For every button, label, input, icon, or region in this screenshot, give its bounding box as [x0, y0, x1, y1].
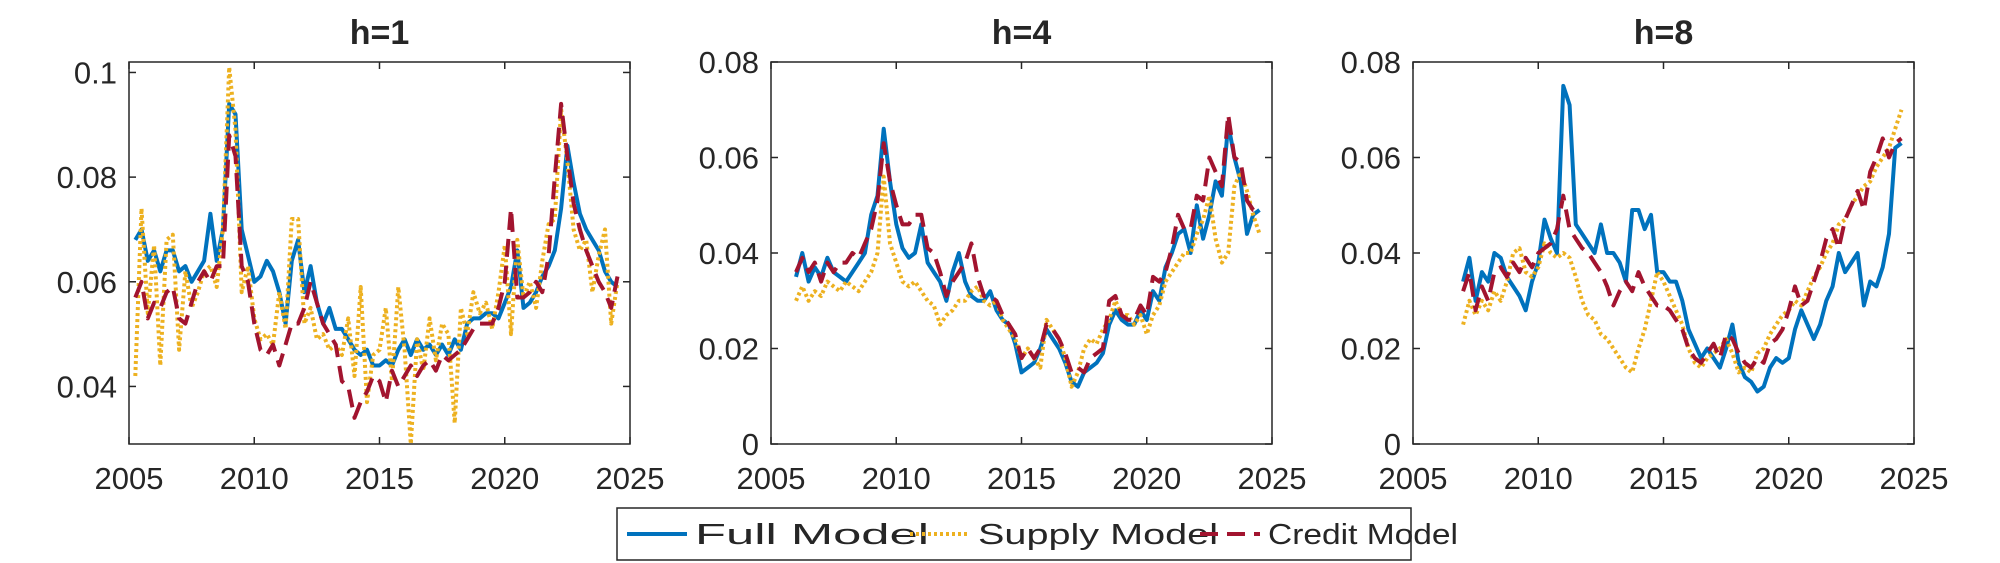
- y-tick-label: 0.06: [57, 265, 117, 300]
- legend: Full Model Supply Model Credit Model: [616, 507, 1458, 561]
- y-tick-label: 0.08: [57, 160, 117, 195]
- x-tick-label: 2010: [220, 461, 289, 496]
- series-line-credit-model: [133, 101, 620, 420]
- x-tick-label: 2025: [1238, 461, 1307, 496]
- x-tick-label: 2015: [345, 461, 414, 496]
- panel-1: h=1 2005 2010 2015 2020 2025 0.04 0.06 0.08 0.1: [57, 14, 665, 496]
- legend-label: Full Model: [695, 519, 929, 551]
- y-tick-label: 0.06: [1341, 141, 1401, 176]
- panel-2: h=4 2005 2010 2015 2020 2025 0 0.02 0.04 0.06 0.08: [699, 14, 1307, 496]
- y-tick-label: 0.04: [699, 236, 759, 271]
- series-line-supply-model: [794, 169, 1262, 389]
- y-tick-label: 0.06: [699, 141, 759, 176]
- x-tick-label: 2020: [470, 461, 539, 496]
- axes-box: [770, 61, 1273, 445]
- y-tick-label: 0.04: [57, 369, 117, 404]
- x-tick-label: 2015: [1629, 461, 1698, 496]
- y-tick-label: 0.02: [699, 332, 759, 367]
- x-tick-label: 2005: [95, 461, 164, 496]
- legend-label: Supply Model: [978, 519, 1218, 551]
- y-tick-label: 0.08: [699, 45, 759, 80]
- x-tick-label: 2025: [596, 461, 665, 496]
- y-tick-label: 0.02: [1341, 332, 1401, 367]
- x-tick-label: 2015: [987, 461, 1056, 496]
- legend-box: [616, 507, 1412, 561]
- series-line-credit-model: [794, 112, 1260, 375]
- x-tick-label: 2005: [737, 461, 806, 496]
- x-tick-label: 2005: [1379, 461, 1448, 496]
- y-tick-label: 0.1: [74, 55, 117, 90]
- x-tick-label: 2010: [862, 461, 931, 496]
- chart-title: h=8: [1634, 14, 1694, 52]
- chart-title: h=4: [992, 14, 1052, 52]
- chart-title: h=1: [350, 14, 410, 52]
- series-line-credit-model: [1461, 136, 1903, 370]
- x-tick-label: 2020: [1112, 461, 1181, 496]
- x-tick-label: 2025: [1880, 461, 1949, 496]
- x-tick-label: 2020: [1754, 461, 1823, 496]
- x-tick-label: 2010: [1504, 461, 1573, 496]
- legend-label: Credit Model: [1268, 519, 1458, 551]
- series-line-full-model: [1461, 83, 1903, 394]
- series-line-full-model: [794, 122, 1261, 389]
- panel-3: h=8 2005 2010 2015 2020 2025 0 0.02 0.04 0.06 0.08: [1341, 14, 1949, 496]
- y-tick-label: 0: [1384, 427, 1401, 462]
- y-tick-label: 0.04: [1341, 236, 1401, 271]
- y-tick-label: 0.08: [1341, 45, 1401, 80]
- y-tick-label: 0: [742, 427, 759, 462]
